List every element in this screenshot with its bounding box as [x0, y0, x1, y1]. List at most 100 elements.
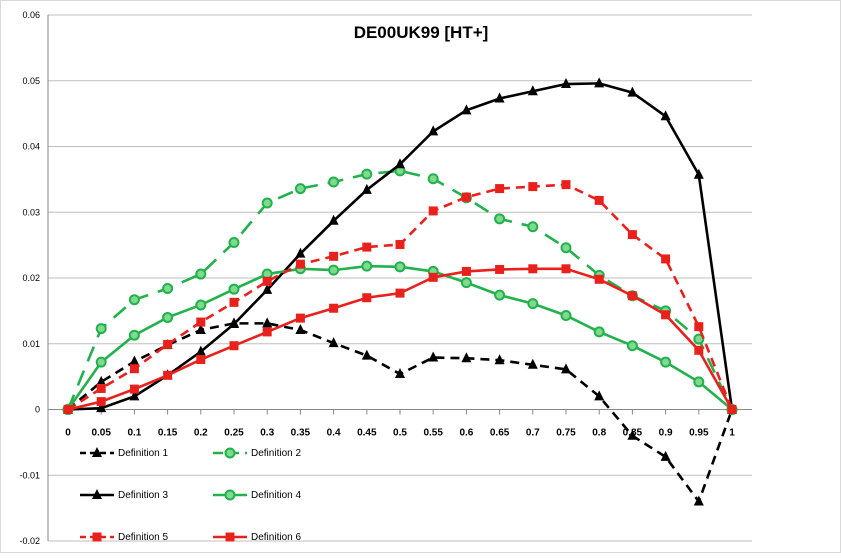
- data-point-circle: [560, 309, 572, 321]
- data-point-triangle: [594, 77, 605, 88]
- data-point-circle: [128, 329, 140, 341]
- data-point-square: [428, 272, 438, 282]
- data-point-triangle: [693, 168, 704, 179]
- x-tick-label: 1: [729, 428, 735, 439]
- data-point-square: [661, 310, 671, 320]
- data-point-triangle: [361, 349, 372, 360]
- data-point-triangle: [461, 352, 472, 363]
- data-point-square: [727, 405, 737, 414]
- y-tick-label: 0.01: [22, 339, 40, 349]
- data-point-circle: [328, 176, 340, 188]
- data-point-circle: [228, 236, 240, 248]
- x-tick-label: 0.4: [327, 428, 341, 439]
- data-point-circle: [128, 294, 140, 306]
- data-point-square: [329, 303, 339, 313]
- chart-title: DE00UK99 [HT+]: [354, 23, 489, 42]
- data-point-circle: [95, 356, 107, 368]
- data-point-triangle: [395, 367, 405, 378]
- data-point-triangle: [561, 363, 571, 374]
- x-tick-label: 0.8: [592, 428, 606, 439]
- data-point-circle: [162, 311, 174, 323]
- data-point-circle: [195, 268, 207, 280]
- data-point-triangle: [96, 375, 107, 386]
- data-point-triangle: [195, 345, 206, 356]
- data-point-square: [129, 364, 139, 374]
- data-point-circle: [427, 173, 439, 185]
- legend-item-4: Definition 4: [213, 489, 301, 501]
- data-point-square: [594, 195, 604, 205]
- legend-item-6: Definition 6: [213, 532, 301, 543]
- data-point-circle: [660, 356, 672, 368]
- data-point-triangle: [561, 78, 571, 89]
- data-point-circle: [593, 326, 605, 338]
- y-tick-label: -0.02: [19, 536, 40, 546]
- data-point-square: [395, 288, 405, 298]
- data-point-triangle: [295, 247, 306, 258]
- data-point-square: [63, 405, 73, 414]
- legend: Definition 1 Definition 2 Definition 3 Defi…: [80, 447, 301, 543]
- data-point-triangle: [428, 125, 439, 136]
- y-tick-label: -0.01: [19, 470, 40, 480]
- y-tick-label: 0.02: [22, 273, 40, 283]
- y-tick-label: 0.04: [22, 142, 40, 152]
- x-tick-label: 0.25: [224, 428, 244, 439]
- data-point-triangle: [395, 158, 405, 169]
- data-point-circle: [195, 299, 207, 311]
- x-tick-label: 0.65: [490, 428, 510, 439]
- data-point-square: [627, 291, 637, 301]
- data-point-square: [461, 192, 471, 202]
- x-tick-label: 0.95: [689, 428, 709, 439]
- data-point-triangle: [361, 183, 372, 194]
- data-point-circle: [162, 283, 174, 295]
- gridlines: [48, 14, 752, 542]
- legend-item-3: Definition 3: [80, 489, 168, 501]
- data-point-circle: [361, 260, 373, 272]
- data-point-triangle: [627, 86, 638, 97]
- data-point-triangle: [262, 283, 273, 294]
- data-point-square: [561, 264, 571, 274]
- data-point-square: [694, 322, 704, 332]
- data-point-circle: [95, 323, 107, 335]
- data-point-square: [96, 397, 106, 407]
- data-point-circle: [460, 277, 472, 289]
- legend-label: Definition 4: [251, 490, 301, 501]
- x-tick-label: 0.35: [291, 428, 311, 439]
- x-tick-label: 0.7: [526, 428, 540, 439]
- y-tick-label: 0.03: [22, 207, 40, 217]
- x-tick-label: 0.1: [127, 428, 141, 439]
- data-point-square: [262, 276, 272, 286]
- series-3: [63, 77, 737, 414]
- data-point-triangle: [660, 450, 671, 461]
- legend-label: Definition 1: [118, 448, 168, 459]
- data-point-square: [196, 355, 206, 365]
- data-point-square: [229, 297, 239, 307]
- legend-item-5: Definition 5: [80, 532, 168, 543]
- x-tick-label: 0.15: [158, 428, 178, 439]
- data-point-square: [92, 532, 102, 542]
- data-point-square: [225, 532, 235, 542]
- data-point-square: [694, 345, 704, 355]
- legend-label: Definition 2: [251, 448, 301, 459]
- data-point-triangle: [129, 355, 140, 366]
- data-point-triangle: [195, 323, 206, 334]
- data-point-triangle: [527, 85, 538, 96]
- data-point-triangle: [328, 337, 339, 348]
- data-point-square: [661, 254, 671, 264]
- data-point-square: [528, 182, 538, 192]
- data-point-square: [129, 384, 139, 394]
- y-tick-label: 0.05: [22, 76, 40, 86]
- data-point-square: [163, 370, 173, 380]
- data-point-triangle: [693, 495, 704, 506]
- data-point-square: [96, 383, 106, 393]
- data-point-square: [163, 339, 173, 349]
- data-point-square: [295, 259, 305, 269]
- data-point-circle: [494, 213, 506, 225]
- data-point-triangle: [627, 429, 638, 440]
- data-point-square: [295, 313, 305, 323]
- y-tick-label: 0.06: [22, 10, 40, 20]
- data-point-square: [495, 184, 505, 194]
- data-point-circle: [224, 447, 236, 459]
- data-point-square: [561, 180, 571, 190]
- data-point-circle: [527, 298, 539, 310]
